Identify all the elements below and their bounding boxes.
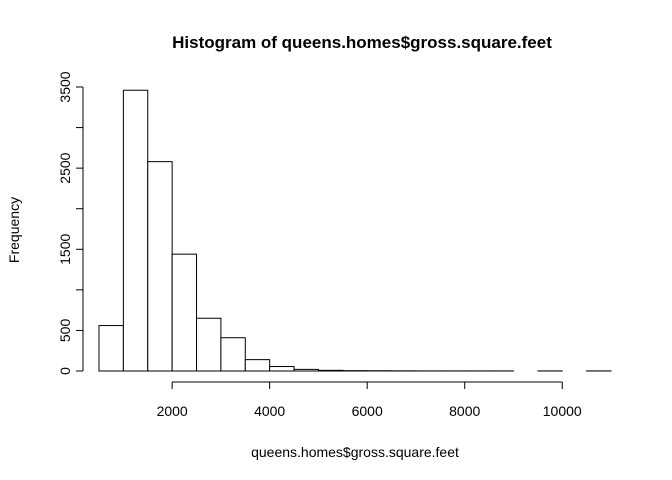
y-axis-label: Frequency <box>6 197 22 263</box>
histogram-bar-5 <box>220 337 246 372</box>
x-tick-label-3: 8000 <box>449 403 480 419</box>
histogram-bar-8 <box>293 368 319 372</box>
y-tick-label-0: 0 <box>57 367 73 375</box>
histogram-bar-6 <box>244 359 271 372</box>
x-tick-label-0: 2000 <box>157 403 188 419</box>
x-tick-label-2: 6000 <box>352 403 383 419</box>
x-axis: 2000 4000 6000 8000 10000 <box>157 381 582 419</box>
y-tick-label-7: 3500 <box>57 71 73 102</box>
histogram-bar-4 <box>196 317 222 372</box>
histogram-bar-0 <box>98 325 124 372</box>
y-tick-label-3: 1500 <box>57 234 73 265</box>
y-tick-label-5: 2500 <box>57 152 73 183</box>
histogram-bar-7 <box>269 366 295 372</box>
x-axis-label: queens.homes$gross.square.feet <box>251 444 459 460</box>
y-axis: 0 500 1500 2500 3500 <box>57 71 84 375</box>
histogram-bar-9 <box>317 369 344 372</box>
histogram-bar-3 <box>171 253 198 372</box>
bars-group <box>98 89 612 372</box>
x-tick-label-1: 4000 <box>254 403 285 419</box>
x-tick-label-4: 10000 <box>543 403 582 419</box>
histogram-bar-2 <box>147 161 173 372</box>
histogram-bar-1 <box>122 89 149 372</box>
y-tick-label-1: 500 <box>57 319 73 343</box>
chart-title: Histogram of queens.homes$gross.square.f… <box>172 33 552 52</box>
